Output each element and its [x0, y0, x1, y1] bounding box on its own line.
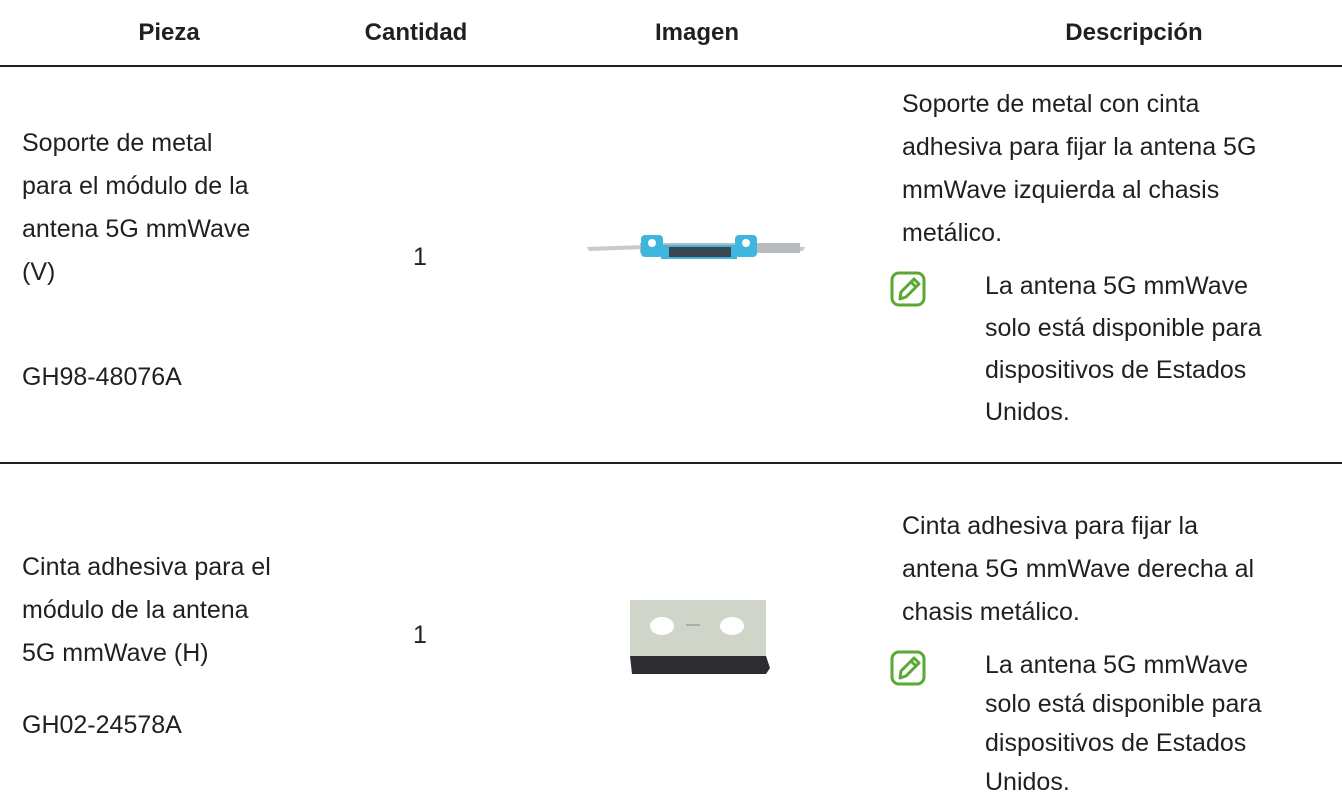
- note-text: solo está disponible para: [985, 314, 1262, 342]
- column-header: Descripción: [1065, 19, 1203, 46]
- column-header: Pieza: [138, 19, 200, 46]
- note-text: La antena 5G mmWave: [985, 651, 1249, 679]
- piece-name: Soporte de metal: [22, 129, 213, 157]
- row-rule: [0, 462, 1342, 464]
- note-icon: [890, 271, 926, 307]
- note-text: La antena 5G mmWave: [985, 272, 1249, 300]
- description: Soporte de metal con cinta: [902, 90, 1200, 118]
- description: antena 5G mmWave derecha al: [902, 555, 1255, 583]
- description: Cinta adhesiva para fijar la: [902, 512, 1198, 540]
- column-header: Imagen: [654, 19, 740, 46]
- note-text: dispositivos de Estados: [985, 729, 1247, 757]
- quantity: 1: [413, 243, 427, 271]
- bracket-image: [587, 235, 805, 259]
- piece-name: módulo de la antena: [22, 596, 249, 624]
- note-text: Unidos.: [985, 398, 1070, 426]
- piece-name: 5G mmWave (H): [22, 639, 209, 667]
- description: metálico.: [902, 219, 1003, 247]
- quantity: 1: [413, 621, 427, 649]
- note-icon: [890, 650, 926, 686]
- piece-name: para el módulo de la: [22, 172, 249, 200]
- header-rule: [0, 65, 1342, 67]
- part-code: GH98-48076A: [22, 363, 182, 391]
- note-text: Unidos.: [985, 768, 1070, 796]
- description: adhesiva para fijar la antena 5G: [902, 133, 1257, 161]
- column-header: Cantidad: [364, 19, 468, 46]
- piece-name: Cinta adhesiva para el: [22, 553, 271, 581]
- piece-name: antena 5G mmWave: [22, 215, 251, 243]
- description: mmWave izquierda al chasis: [902, 176, 1220, 204]
- note-text: dispositivos de Estados: [985, 356, 1247, 384]
- piece-name: (V): [22, 258, 56, 286]
- part-code: GH02-24578A: [22, 711, 182, 739]
- tape-image: [630, 600, 770, 674]
- description: chasis metálico.: [902, 598, 1080, 626]
- note-text: solo está disponible para: [985, 690, 1262, 718]
